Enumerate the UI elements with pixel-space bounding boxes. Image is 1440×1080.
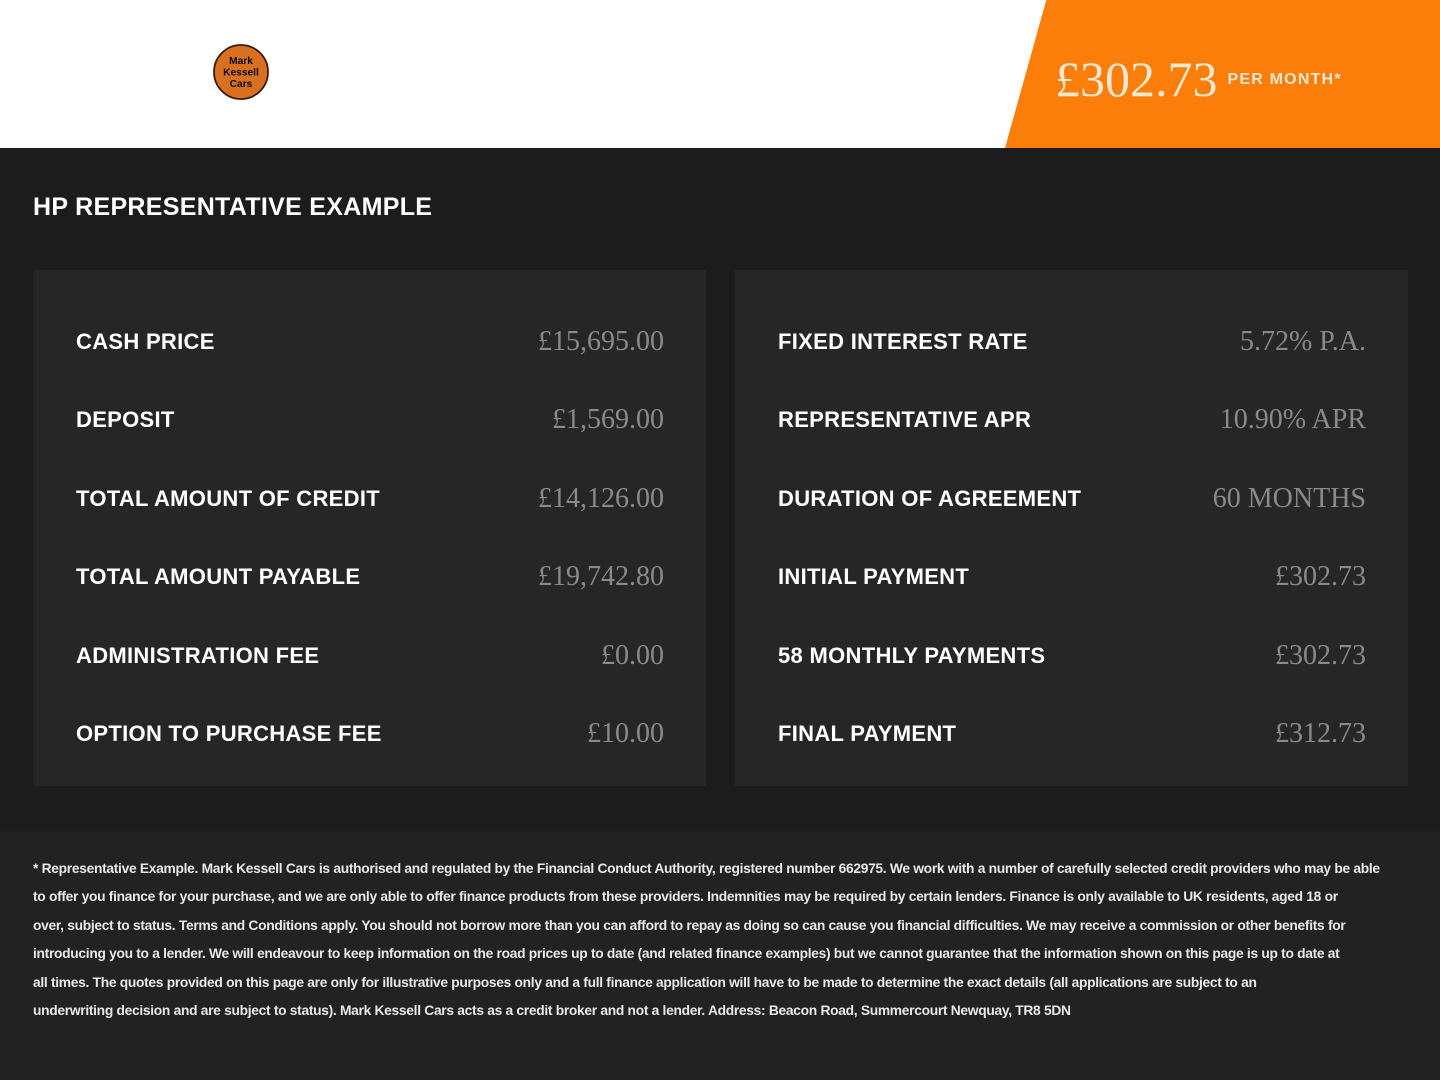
svg-text:Mark: Mark — [229, 56, 253, 67]
svg-text:Kessell: Kessell — [223, 68, 259, 79]
svg-text:Cars: Cars — [230, 79, 253, 90]
